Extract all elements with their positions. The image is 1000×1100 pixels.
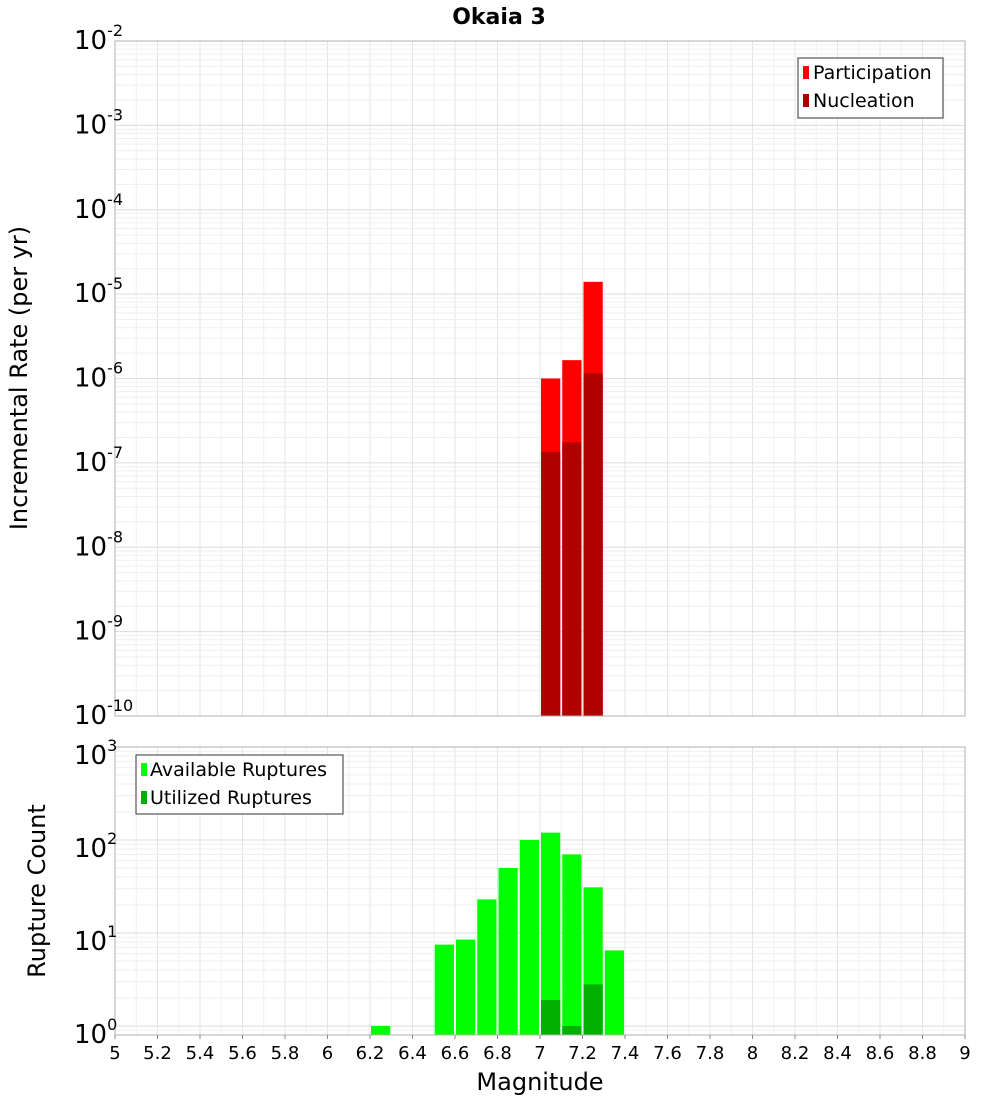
x-tick-label: 7	[534, 1043, 545, 1064]
count-y-axis-label: Rupture Count	[23, 804, 51, 978]
legend-label-available: Available Ruptures	[150, 759, 327, 781]
x-tick-label: 8	[747, 1043, 758, 1064]
count-bar-s1	[519, 839, 539, 1035]
x-tick-label: 5	[109, 1043, 120, 1064]
rate-legend-box	[797, 57, 944, 119]
x-ticks: 5 5.2 5.4 5.6 5.8 6 6.2 6.4 6.6 6.8 7 7.2 7.4 7.6 7.8 8…	[109, 1035, 971, 1064]
count-y-tick-label: 102	[74, 829, 117, 864]
count-bar-s1	[371, 1025, 391, 1035]
rate-y-tick-label: 10-4	[74, 190, 123, 225]
count-bar-s1	[541, 832, 561, 1035]
x-tick-label: 6	[322, 1043, 333, 1064]
x-tick-label: 7.2	[568, 1043, 597, 1064]
count-bar-s2	[562, 1025, 582, 1035]
count-y-ticks: 100 101 102 103	[74, 736, 117, 1050]
rate-bar-s2	[541, 451, 561, 716]
rate-bars	[541, 281, 603, 716]
count-legend-box	[135, 754, 344, 815]
count-bar-s1	[456, 939, 476, 1035]
x-tick-label: 6.2	[356, 1043, 385, 1064]
rate-y-tick-label: 10-10	[74, 696, 133, 731]
legend-swatch-utilized	[141, 791, 147, 804]
x-tick-label: 6.8	[483, 1043, 512, 1064]
x-tick-label: 8.6	[866, 1043, 895, 1064]
legend-label-nucleation: Nucleation	[813, 90, 915, 112]
chart-title: Okaia 3	[452, 5, 546, 30]
rate-y-tick-label: 10-7	[74, 443, 123, 478]
count-bar-s1	[498, 867, 518, 1035]
count-panel: 100 101 102 103 5 5.2 5.4 5.6 5.8 6 6.2 6.4 6.6 6.8 7…	[23, 736, 971, 1096]
rate-y-tick-label: 10-2	[74, 21, 123, 56]
x-axis-label: Magnitude	[476, 1068, 603, 1096]
rate-y-axis-label: Incremental Rate (per yr)	[5, 226, 33, 530]
count-bar-s2	[541, 1000, 561, 1035]
count-y-tick-label: 103	[74, 736, 117, 771]
rate-y-tick-label: 10-5	[74, 274, 123, 309]
x-tick-label: 7.8	[696, 1043, 725, 1064]
count-bar-s1	[604, 950, 624, 1035]
rate-bar-s2	[562, 442, 582, 716]
x-tick-label: 7.6	[653, 1043, 682, 1064]
rate-y-tick-label: 10-6	[74, 359, 123, 394]
legend-label-participation: Participation	[813, 62, 932, 84]
rate-bar-s2	[583, 373, 603, 716]
x-tick-label: 5.6	[228, 1043, 257, 1064]
legend-label-utilized: Utilized Ruptures	[150, 787, 312, 809]
x-tick-label: 6.4	[398, 1043, 427, 1064]
legend-swatch-nucleation	[803, 94, 809, 107]
count-bar-s2	[583, 984, 603, 1035]
rate-y-tick-label: 10-8	[74, 527, 123, 562]
count-bar-s1	[562, 854, 582, 1035]
count-bar-s1	[477, 899, 497, 1035]
count-bar-s1	[434, 944, 454, 1035]
x-tick-label: 5.8	[271, 1043, 300, 1064]
x-tick-label: 8.2	[781, 1043, 810, 1064]
x-tick-label: 6.6	[441, 1043, 470, 1064]
count-bars	[371, 832, 624, 1035]
x-tick-label: 7.4	[611, 1043, 640, 1064]
rate-y-ticks: 10-10 10-9 10-8 10-7 10-6 10-5 10-4 10-3 10-2	[74, 21, 133, 731]
rate-grid	[115, 41, 965, 716]
legend-swatch-participation	[803, 66, 809, 79]
x-tick-label: 5.4	[186, 1043, 215, 1064]
rate-legend: Participation Nucleation	[797, 57, 944, 119]
rate-y-tick-label: 10-3	[74, 105, 123, 140]
rate-y-tick-label: 10-9	[74, 612, 123, 647]
count-y-tick-label: 100	[74, 1015, 117, 1050]
count-y-tick-label: 101	[74, 922, 117, 957]
x-tick-label: 8.8	[908, 1043, 937, 1064]
x-tick-label: 5.2	[143, 1043, 172, 1064]
x-tick-label: 8.4	[823, 1043, 852, 1064]
rate-plot-border	[114, 40, 966, 717]
x-tick-label: 9	[959, 1043, 970, 1064]
legend-swatch-available	[141, 763, 147, 776]
count-legend: Available Ruptures Utilized Ruptures	[135, 754, 344, 815]
rate-panel: 10-10 10-9 10-8 10-7 10-6 10-5 10-4 10-3 10-2 In…	[5, 21, 966, 731]
